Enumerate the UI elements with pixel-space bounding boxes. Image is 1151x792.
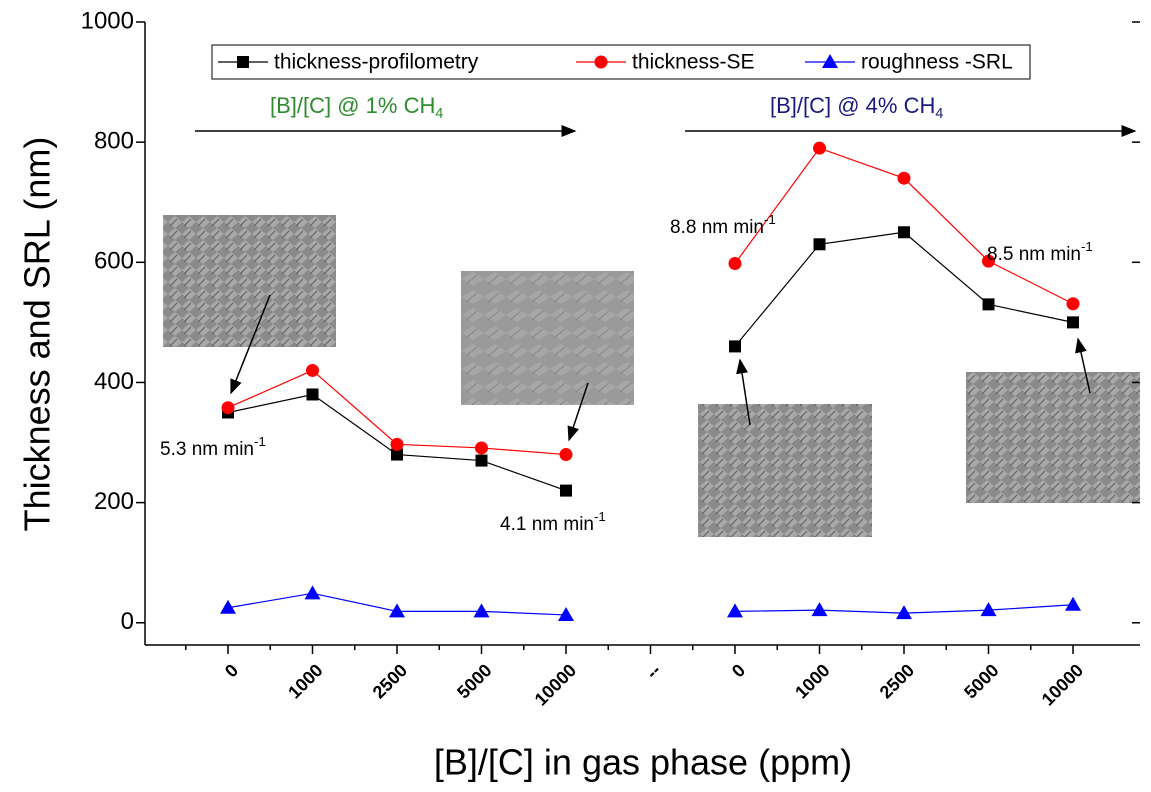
x-tick-label: 1000 [284,660,326,702]
legend-entry: thickness-SE [576,51,755,74]
series-line [227,231,1074,492]
x-tick-label: 5000 [960,660,1002,702]
x-tick-label: 0 [728,660,749,681]
arrow [230,294,271,395]
annotation-subscript: 4 [935,106,943,122]
marker [306,363,319,377]
y-tick-label: 800 [94,127,134,154]
y-tick-label: 0 [121,608,134,635]
annotation-text: 8.5 nm min [987,244,1081,265]
arrow [1075,337,1091,394]
arrow [567,382,589,442]
marker [728,257,742,271]
marker [473,603,490,618]
marker [475,441,488,455]
marker [560,484,572,497]
marker [813,141,826,155]
marker [898,226,910,239]
marker [221,401,235,415]
marker [475,454,488,467]
marker [1065,596,1081,611]
marker [982,254,995,268]
x-tick-label: 0 [221,660,242,681]
x-axis-title: [B]/[C] in gas phase (ppm) [434,742,852,783]
arrow [736,358,751,426]
x-tick-label: 10000 [1038,660,1088,710]
marker [896,605,912,620]
legend-entry: thickness-profilometry [218,51,479,74]
annotation-superscript: -1 [764,212,776,227]
y-tick-label: 600 [94,248,134,275]
legend-label: thickness-SE [632,51,755,74]
legend-label: thickness-profilometry [274,51,479,74]
marker [559,448,573,462]
annotation: 5.3 nm min-1 [160,434,266,461]
series [220,585,1081,621]
marker [811,602,828,617]
x-tick-label: 10000 [531,660,581,710]
marker [1067,316,1079,329]
marker [1066,297,1080,311]
annotation: 8.8 nm min-1 [670,212,776,239]
sem-image [966,372,1140,503]
marker [391,448,403,461]
marker [390,437,404,451]
y-tick-label: 400 [94,368,134,395]
x-tick-label: 5000 [453,660,495,702]
marker [558,606,574,621]
sem-image [698,404,872,537]
annotation: [B]/[C] @ 1% CH4 [270,93,443,122]
arrows [195,125,1137,442]
marker [727,603,743,618]
annotation: 8.5 nm min-1 [987,239,1093,266]
annotation-text: 8.8 nm min [670,217,764,238]
marker [594,55,608,69]
x-tick-label: 2500 [876,660,918,702]
annotation: [B]/[C] @ 4% CH4 [770,93,943,122]
marker [389,603,405,618]
series [221,141,1080,462]
annotation-superscript: -1 [594,509,606,524]
x-tick-label: 1000 [791,660,833,702]
annotation-text: [B]/[C] @ 4% CH [770,93,935,118]
series-line [227,592,1074,616]
marker [813,238,826,251]
annotation-superscript: -1 [1081,239,1093,254]
annotation-text: 4.1 nm min [500,514,594,535]
marker [982,298,995,311]
annotation-subscript: 4 [435,106,443,122]
y-tick-label: 200 [94,488,134,515]
legend-label: roughness -SRL [861,51,1013,74]
marker [822,54,838,68]
x-tick-label: 2500 [369,660,411,702]
annotation: 4.1 nm min-1 [500,509,606,536]
marker [220,599,236,614]
marker [304,585,321,600]
y-axis-title: Thickness and SRL (nm) [17,137,58,532]
marker [980,602,997,617]
series [222,226,1079,497]
marker [306,388,319,401]
y-tick-label: 1000 [81,7,134,34]
legend-entry: roughness -SRL [805,51,1013,74]
x-tick-label: -- [642,660,665,683]
annotation-text: 5.3 nm min [160,439,254,460]
sem-image [461,271,634,405]
annotation-text: [B]/[C] @ 1% CH [270,93,435,118]
sem-image [163,215,336,347]
marker [237,56,249,68]
marker [729,340,741,353]
series-line [227,147,1074,456]
marker [897,171,911,185]
annotation-superscript: -1 [254,434,266,449]
sem-images [163,215,1140,537]
